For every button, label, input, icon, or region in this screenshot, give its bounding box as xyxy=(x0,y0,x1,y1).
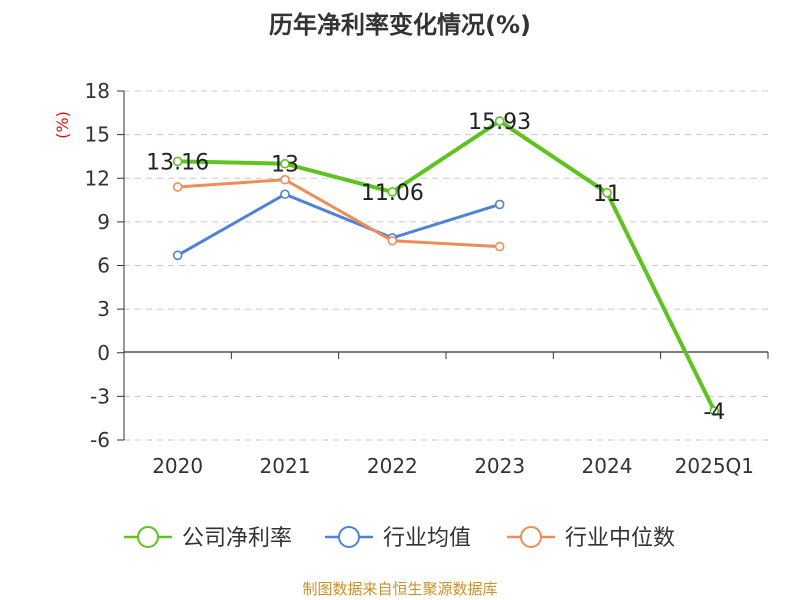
series-2 xyxy=(172,174,505,252)
data-label: -4 xyxy=(703,400,725,425)
data-point xyxy=(602,187,612,198)
y-tick-label: -3 xyxy=(90,384,110,408)
data-point xyxy=(494,116,505,126)
legend-item: 公司净利率 xyxy=(124,526,292,551)
y-tick-label: 18 xyxy=(85,79,110,103)
chart-title: 历年净利率变化情况(%) xyxy=(269,11,531,39)
data-labels: 13.16 13 11.06 15.93 11 -4 xyxy=(146,110,725,425)
legend-label: 行业中位数 xyxy=(565,526,675,551)
data-point xyxy=(280,174,290,185)
legend-label: 公司净利率 xyxy=(182,526,292,551)
legend-item: 行业均值 xyxy=(325,526,471,551)
y-tick-label: 12 xyxy=(85,166,110,190)
series-0 xyxy=(172,116,720,416)
data-point xyxy=(387,235,398,246)
data-point xyxy=(494,199,505,210)
data-label: 13.16 xyxy=(146,150,209,175)
y-tick-label: 15 xyxy=(85,123,110,147)
y-axis-unit: (%) xyxy=(53,111,72,139)
data-label: 11 xyxy=(593,182,621,207)
x-tick-label: 2020 xyxy=(152,454,203,478)
x-tick-label: 2024 xyxy=(582,454,633,478)
data-point xyxy=(494,241,505,252)
data-label: 11.06 xyxy=(361,181,424,206)
data-label: 13 xyxy=(271,153,299,178)
data-point xyxy=(280,158,290,169)
source-note: 制图数据来自恒生聚源数据库 xyxy=(302,580,497,598)
series-line xyxy=(176,192,502,257)
legend-swatch-marker xyxy=(137,526,159,548)
legend-swatch-marker xyxy=(520,526,542,548)
x-tick-label: 2025Q1 xyxy=(675,454,754,478)
gridlines xyxy=(124,90,768,441)
data-point xyxy=(172,182,183,192)
legend-swatch-marker xyxy=(338,526,360,548)
series-line xyxy=(176,178,502,249)
x-tick-label: 2023 xyxy=(474,454,525,478)
legend: 公司净利率 行业均值 行业中位数 xyxy=(124,526,675,551)
legend-item: 行业中位数 xyxy=(507,526,675,551)
data-point xyxy=(172,250,183,261)
y-tick-label: 9 xyxy=(97,210,110,234)
y-tick-label: 6 xyxy=(97,254,110,278)
legend-label: 行业均值 xyxy=(383,526,471,551)
data-label: 15.93 xyxy=(468,110,531,135)
x-tick-label: 2021 xyxy=(260,454,311,478)
series-lines xyxy=(172,116,720,416)
data-point xyxy=(387,187,398,197)
data-point xyxy=(709,406,720,416)
y-tick-label: 0 xyxy=(97,341,110,365)
series-1 xyxy=(172,189,505,261)
y-tick-label: 3 xyxy=(97,297,110,321)
axes: -6 -3 0 3 6 9 12 15 18 2020 2021 2022 2023 2024 2025Q1 xyxy=(85,79,769,478)
data-point xyxy=(172,156,183,167)
data-point xyxy=(280,189,290,200)
x-tick-label: 2022 xyxy=(367,454,418,478)
y-tick-label: -6 xyxy=(90,428,110,452)
series-line xyxy=(175,119,717,413)
